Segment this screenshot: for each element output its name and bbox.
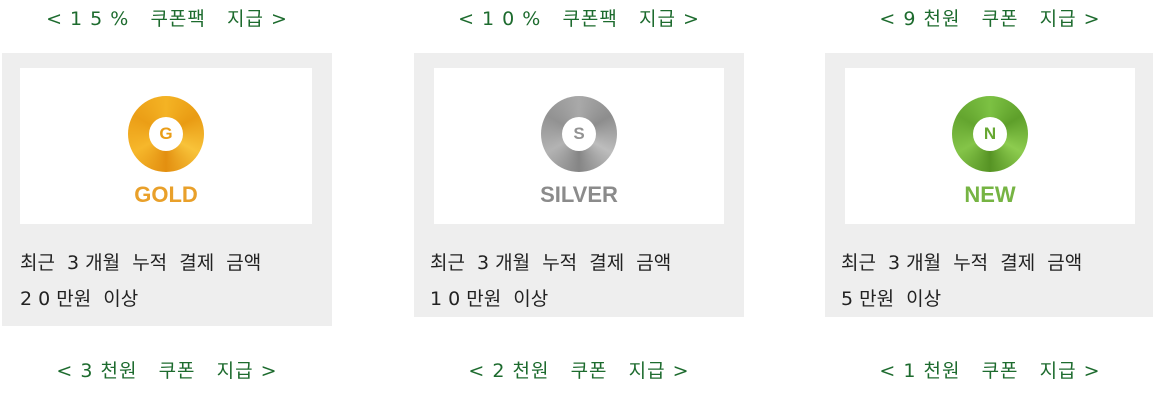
tier-card: S SILVER 최근 3 개월 누적 결제 금액 1 0 만원 이상	[414, 53, 744, 317]
bottom-benefit-caption: < 2 천원 쿠폰 지급 >	[468, 360, 690, 382]
badge-box: S SILVER	[434, 68, 724, 224]
condition-line-1: 최근 3 개월 누적 결제 금액	[430, 252, 672, 274]
gold-medal-icon: G	[128, 96, 204, 172]
tier-condition: 최근 3 개월 누적 결제 금액 5 만원 이상	[841, 245, 1151, 317]
top-benefit-caption: < 9 천원 쿠폰 지급 >	[879, 8, 1101, 30]
badge-box: G GOLD	[20, 68, 312, 224]
tier-column-silver: < 1 0 % 쿠폰팩 지급 > S SILVER 최근 3 개월 누적 결제 …	[414, 0, 744, 411]
silver-medal-icon: S	[541, 96, 617, 172]
badge-box: N NEW	[845, 68, 1135, 224]
top-benefit-caption: < 1 0 % 쿠폰팩 지급 >	[458, 8, 700, 30]
medal-letter: N	[973, 117, 1007, 151]
tier-condition: 최근 3 개월 누적 결제 금액 1 0 만원 이상	[430, 245, 740, 317]
tier-card: G GOLD 최근 3 개월 누적 결제 금액 2 0 만원 이상	[2, 53, 332, 326]
medal-letter: G	[149, 117, 183, 151]
top-benefit-caption: < 1 5 % 쿠폰팩 지급 >	[46, 8, 288, 30]
tier-column-gold: < 1 5 % 쿠폰팩 지급 > G GOLD 최근 3 개월 누적 결제 금액…	[2, 0, 332, 411]
tier-column-new: < 9 천원 쿠폰 지급 > N NEW 최근 3 개월 누적 결제 금액 5 …	[825, 0, 1153, 411]
badge-name: SILVER	[540, 182, 618, 207]
condition-line-1: 최근 3 개월 누적 결제 금액	[20, 252, 262, 274]
condition-line-2: 1 0 만원 이상	[430, 288, 549, 310]
bottom-benefit-caption: < 1 천원 쿠폰 지급 >	[879, 360, 1101, 382]
medal-letter: S	[562, 117, 596, 151]
badge-name: GOLD	[134, 182, 198, 207]
condition-line-2: 5 만원 이상	[841, 288, 942, 310]
badge-name: NEW	[964, 182, 1016, 207]
tier-condition: 최근 3 개월 누적 결제 금액 2 0 만원 이상	[20, 245, 330, 317]
tier-card: N NEW 최근 3 개월 누적 결제 금액 5 만원 이상	[825, 53, 1153, 317]
new-medal-icon: N	[952, 96, 1028, 172]
condition-line-1: 최근 3 개월 누적 결제 금액	[841, 252, 1083, 274]
condition-line-2: 2 0 만원 이상	[20, 288, 139, 310]
bottom-benefit-caption: < 3 천원 쿠폰 지급 >	[56, 360, 278, 382]
